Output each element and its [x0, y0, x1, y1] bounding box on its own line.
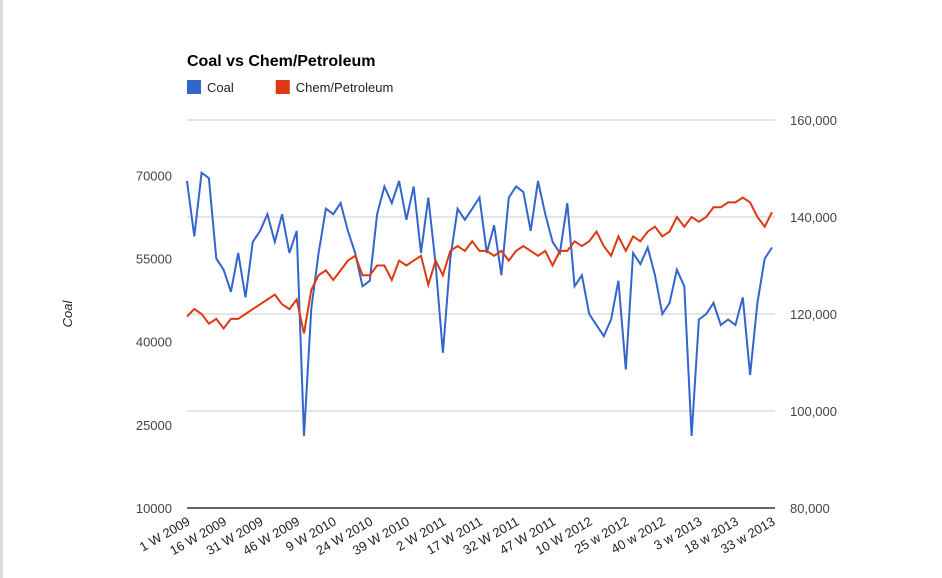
- y-tick-label: 10000: [136, 501, 172, 516]
- series-line: [186, 196, 773, 334]
- y2-tick-label: 100,000: [790, 404, 837, 419]
- legend-label: Coal: [207, 80, 234, 95]
- y2-tick-label: 80,000: [790, 501, 830, 516]
- y2-tick-label: 140,000: [790, 210, 837, 225]
- y-axis-title: Coal: [60, 300, 75, 328]
- y-tick-label: 70000: [136, 168, 172, 183]
- y2-tick-label: 160,000: [790, 113, 837, 128]
- legend-swatch: [187, 80, 201, 94]
- y-tick-label: 40000: [136, 335, 172, 350]
- frame-edge: [0, 0, 3, 578]
- y-tick-label: 55000: [136, 252, 172, 267]
- y-tick-label: 25000: [136, 418, 172, 433]
- y2-tick-label: 120,000: [790, 307, 837, 322]
- chart-title: Coal vs Chem/Petroleum: [187, 53, 376, 70]
- legend-swatch: [275, 80, 290, 94]
- legend-label: Chem/Petroleum: [296, 80, 394, 95]
- series-line: [186, 170, 773, 436]
